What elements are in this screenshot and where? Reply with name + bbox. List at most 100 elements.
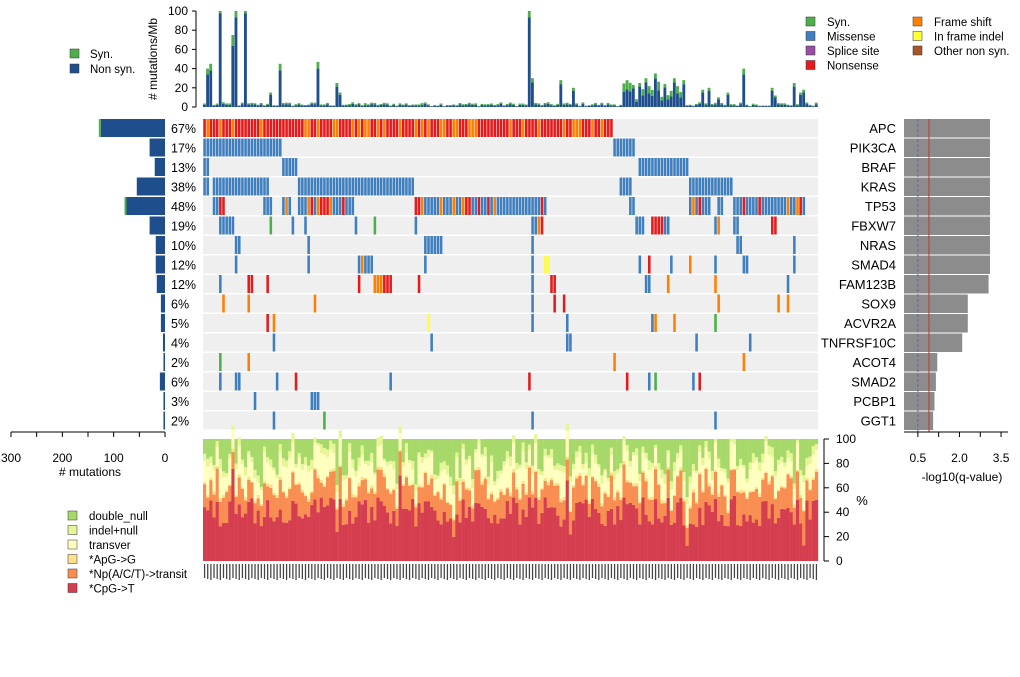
spectrum-segment bbox=[358, 501, 361, 561]
matrix-cell bbox=[257, 139, 260, 157]
spectrum-segment bbox=[395, 484, 398, 490]
spectrum-segment bbox=[528, 444, 531, 449]
spectrum-segment bbox=[604, 439, 607, 469]
spectrum-segment bbox=[692, 464, 695, 471]
spectrum-segment bbox=[219, 468, 222, 498]
sample-label-mark bbox=[809, 564, 810, 578]
spectrum-segment bbox=[790, 439, 793, 453]
sample-label-mark bbox=[478, 564, 479, 578]
spectrum-segment bbox=[335, 507, 338, 509]
spectrum-segment bbox=[462, 444, 465, 449]
spectrum-segment bbox=[411, 461, 414, 470]
gene-label-nras: NRAS bbox=[860, 238, 896, 253]
top-bar-syn bbox=[802, 90, 805, 93]
spectrum-segment bbox=[436, 492, 439, 520]
spectrum-segment bbox=[443, 512, 446, 561]
matrix-cell bbox=[317, 119, 320, 137]
top-bar-syn bbox=[761, 106, 764, 107]
matrix-cell bbox=[339, 197, 342, 215]
matrix-cell bbox=[251, 178, 254, 196]
spectrum-segment bbox=[604, 493, 607, 526]
matrix-cell bbox=[430, 197, 433, 215]
spectrum-segment bbox=[326, 475, 329, 477]
spectrum-segment bbox=[481, 485, 484, 507]
spectrum-segment bbox=[373, 494, 376, 520]
spectrum-segment bbox=[525, 493, 528, 495]
spectrum-segment bbox=[364, 464, 367, 478]
spectrum-segment bbox=[433, 496, 436, 511]
spectrum-segment bbox=[272, 521, 275, 561]
spectrum-segment bbox=[361, 480, 364, 504]
top-bar-syn bbox=[452, 104, 455, 105]
mutation-matrix: APC67%PIK3CA17%BRAF13%KRAS38%TP5348%FBXW… bbox=[171, 119, 896, 430]
spectrum-segment bbox=[714, 439, 717, 443]
spectrum-segment bbox=[673, 496, 676, 523]
matrix-cell bbox=[538, 197, 541, 215]
top-bar-syn bbox=[310, 103, 313, 105]
spectrum-segment bbox=[638, 439, 641, 474]
matrix-cell bbox=[553, 119, 556, 137]
spectrum-segment bbox=[585, 453, 588, 462]
top-bar-syn bbox=[607, 103, 610, 104]
spectrum-segment bbox=[645, 515, 648, 561]
spectrum-segment bbox=[332, 444, 335, 454]
spectrum-segment bbox=[345, 479, 348, 498]
spectrum-segment bbox=[607, 497, 610, 511]
spectrum-segment bbox=[449, 503, 452, 504]
spectrum-segment bbox=[503, 461, 506, 465]
spectrum-segment bbox=[481, 482, 484, 485]
top-bar-syn bbox=[313, 103, 316, 105]
spectrum-segment bbox=[269, 484, 272, 487]
qvalue-bar bbox=[904, 392, 935, 411]
spectrum-segment bbox=[313, 468, 316, 470]
sample-label-mark bbox=[816, 564, 817, 580]
spectrum-segment bbox=[531, 466, 534, 476]
matrix-cell bbox=[698, 197, 701, 215]
spectrum-segment bbox=[559, 502, 562, 526]
spectrum-segment bbox=[604, 491, 607, 493]
matrix-cell bbox=[730, 178, 733, 196]
spectrum-segment bbox=[424, 453, 427, 458]
top-bar-nonsyn bbox=[578, 106, 581, 107]
matrix-cell bbox=[743, 256, 746, 274]
top-bar-nonsyn bbox=[575, 105, 578, 107]
spectrum-segment bbox=[354, 495, 357, 497]
top-bar-syn bbox=[294, 104, 297, 105]
matrix-cell bbox=[437, 119, 440, 137]
spectrum-segment bbox=[471, 522, 474, 561]
spectrum-segment bbox=[704, 467, 707, 469]
spectrum-segment bbox=[774, 439, 777, 471]
sample-label-mark bbox=[803, 564, 804, 579]
spectrum-segment bbox=[440, 439, 443, 463]
matrix-cell bbox=[342, 197, 345, 215]
sample-label-mark bbox=[286, 564, 287, 580]
spectrum-segment bbox=[673, 462, 676, 471]
matrix-cell bbox=[333, 178, 336, 196]
spectrum-segment bbox=[522, 481, 525, 484]
sample-label-mark bbox=[712, 564, 713, 580]
gene-label-sox9: SOX9 bbox=[861, 296, 896, 311]
spectrum-segment bbox=[244, 513, 247, 561]
spectrum-segment bbox=[654, 448, 657, 466]
top-bar-nonsyn bbox=[263, 106, 266, 107]
spectrum-segment bbox=[399, 450, 402, 452]
matrix-cell bbox=[415, 197, 418, 215]
sample-label-mark bbox=[412, 564, 413, 578]
top-bar-nonsyn bbox=[780, 105, 783, 107]
sample-label-mark bbox=[557, 564, 558, 579]
spectrum-segment bbox=[512, 498, 515, 561]
top-bar-nonsyn bbox=[771, 91, 774, 107]
spectrum-segment bbox=[553, 439, 556, 466]
spectrum-segment bbox=[764, 441, 767, 471]
matrix-cell bbox=[714, 275, 717, 293]
spectrum-segment bbox=[399, 426, 402, 433]
matrix-cell bbox=[266, 139, 269, 157]
spectrum-segment bbox=[607, 481, 610, 494]
spectrum-segment bbox=[805, 439, 808, 458]
spectrum-segment bbox=[367, 491, 370, 493]
spectrum-segment bbox=[717, 439, 720, 459]
matrix-cell bbox=[648, 256, 651, 274]
spectrum-segment bbox=[291, 501, 294, 561]
spectrum-segment bbox=[509, 493, 512, 497]
